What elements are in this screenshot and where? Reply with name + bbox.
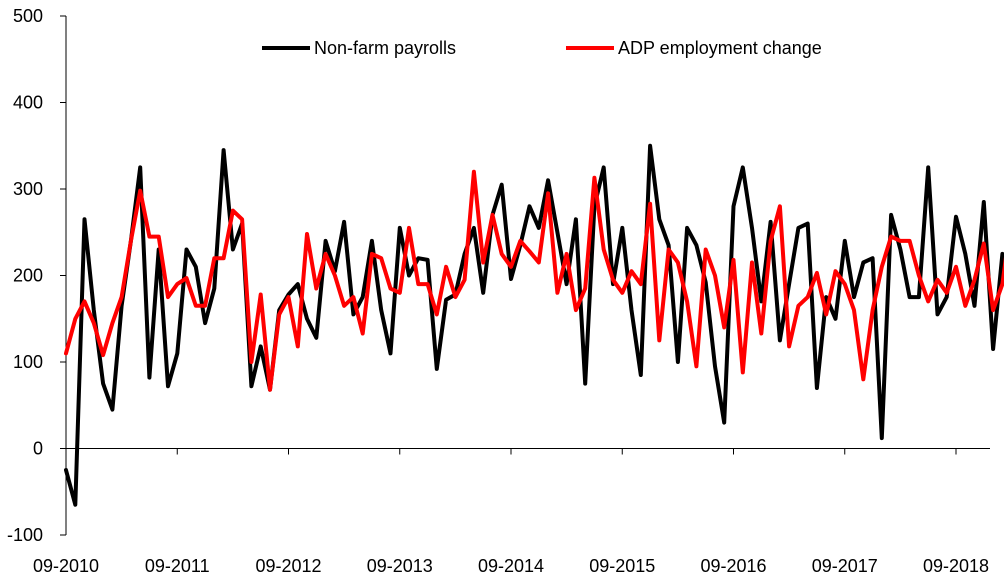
y-tick-label: 200 bbox=[13, 266, 43, 286]
y-tick-label: 500 bbox=[13, 6, 43, 26]
x-axis-ticks: 09-2010 09-2011 09-2012 09-2013 09-2014 09-20… bbox=[33, 448, 989, 576]
y-tick-label: -100 bbox=[7, 525, 43, 545]
x-tick-label: 09-2018 bbox=[923, 556, 989, 576]
x-tick-label: 09-2014 bbox=[478, 556, 544, 576]
x-tick-label: 09-2013 bbox=[367, 556, 433, 576]
y-axis-ticks: -100 0 100 200 300 400 500 bbox=[7, 6, 66, 545]
series-line-adp-employment-change bbox=[64, 169, 1004, 392]
y-tick-label: 0 bbox=[33, 439, 43, 459]
x-tick-label: 09-2016 bbox=[700, 556, 766, 576]
y-tick-label: 300 bbox=[13, 179, 43, 199]
y-tick-label: 400 bbox=[13, 93, 43, 113]
x-tick-label: 09-2017 bbox=[812, 556, 878, 576]
x-tick-label: 09-2011 bbox=[145, 556, 210, 576]
legend: Non-farm payrolls ADP employment change bbox=[262, 38, 822, 58]
x-tick-label: 09-2015 bbox=[589, 556, 655, 576]
x-tick-label: 09-2010 bbox=[33, 556, 99, 576]
legend-label-adp-employment-change: ADP employment change bbox=[618, 38, 822, 58]
series-line-nonfarm-payrolls bbox=[64, 143, 1004, 507]
legend-label-nonfarm-payrolls: Non-farm payrolls bbox=[314, 38, 456, 58]
y-tick-label: 100 bbox=[13, 352, 43, 372]
series-lines bbox=[64, 143, 1004, 507]
x-tick-label: 09-2012 bbox=[255, 556, 321, 576]
